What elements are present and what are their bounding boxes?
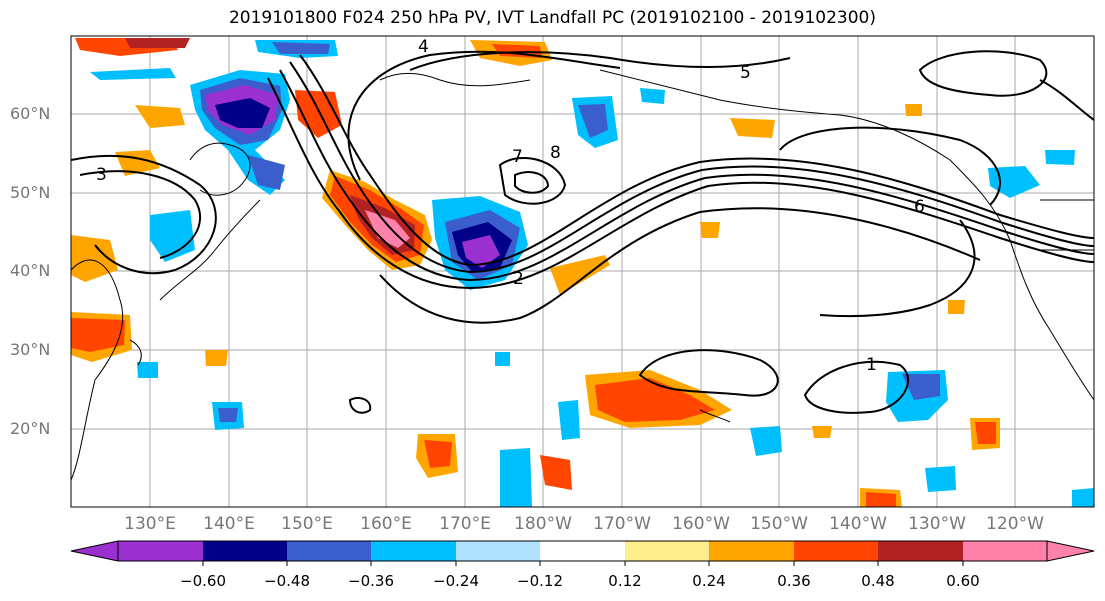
contour-label-4: 4 [418,37,429,57]
colorbar-tick-label: −0.60 [180,572,226,590]
colorbar-tick-label: −0.12 [517,572,563,590]
contour-label-1: 1 [866,355,877,375]
colorbar-tick-label: −0.48 [264,572,310,590]
plot-frame [70,35,1095,508]
lon-label-160w: 160°W [672,514,730,534]
lat-label-60n: 60°N [10,104,51,123]
lon-label-120w: 120°W [986,514,1044,534]
lat-label-40n: 40°N [10,261,51,280]
lon-label-130w: 130°W [908,514,966,534]
coastlines [71,69,1094,481]
pv-shading [71,38,1094,507]
lon-label-140w: 140°W [829,514,887,534]
colorbar-tick-label: −0.36 [348,572,394,590]
lon-label-160e: 160°E [360,514,412,534]
lat-label-20n: 20°N [10,419,51,438]
lat-label-30n: 30°N [10,340,51,359]
contour-label-2: 2 [513,269,524,289]
lon-label-170w: 170°W [593,514,651,534]
colorbar-tick-label: 0.24 [692,572,726,590]
contour-label-8: 8 [550,143,561,163]
colorbar-tick-label: 0.12 [608,572,642,590]
colorbar-high-extend [1046,540,1095,562]
lon-label-180w: 180°W [514,514,572,534]
ivt-contours [71,50,1094,414]
contour-label-5: 5 [740,63,751,83]
colorbar-tick-label: 0.60 [946,572,980,590]
lon-label-130e: 130°E [124,514,176,534]
lon-label-150e: 150°E [281,514,333,534]
lat-label-50n: 50°N [10,183,51,202]
lon-label-140e: 140°E [203,514,255,534]
contour-label-3: 3 [96,165,107,185]
lon-label-170e: 170°E [439,514,491,534]
colorbar-tick-label: −0.24 [433,572,479,590]
colorbar-low-extend [70,540,119,562]
colorbar [70,540,1095,566]
contour-label-6: 6 [914,197,925,217]
lon-label-150w: 150°W [750,514,808,534]
contour-label-7: 7 [512,147,523,167]
map-title: 2019101800 F024 250 hPa PV, IVT Landfall… [228,8,876,28]
contour-label-layer: 1 2 3 4 5 6 7 8 [96,37,925,375]
colorbar-tick-label: 0.36 [777,572,811,590]
colorbar-tick-label: 0.48 [861,572,895,590]
